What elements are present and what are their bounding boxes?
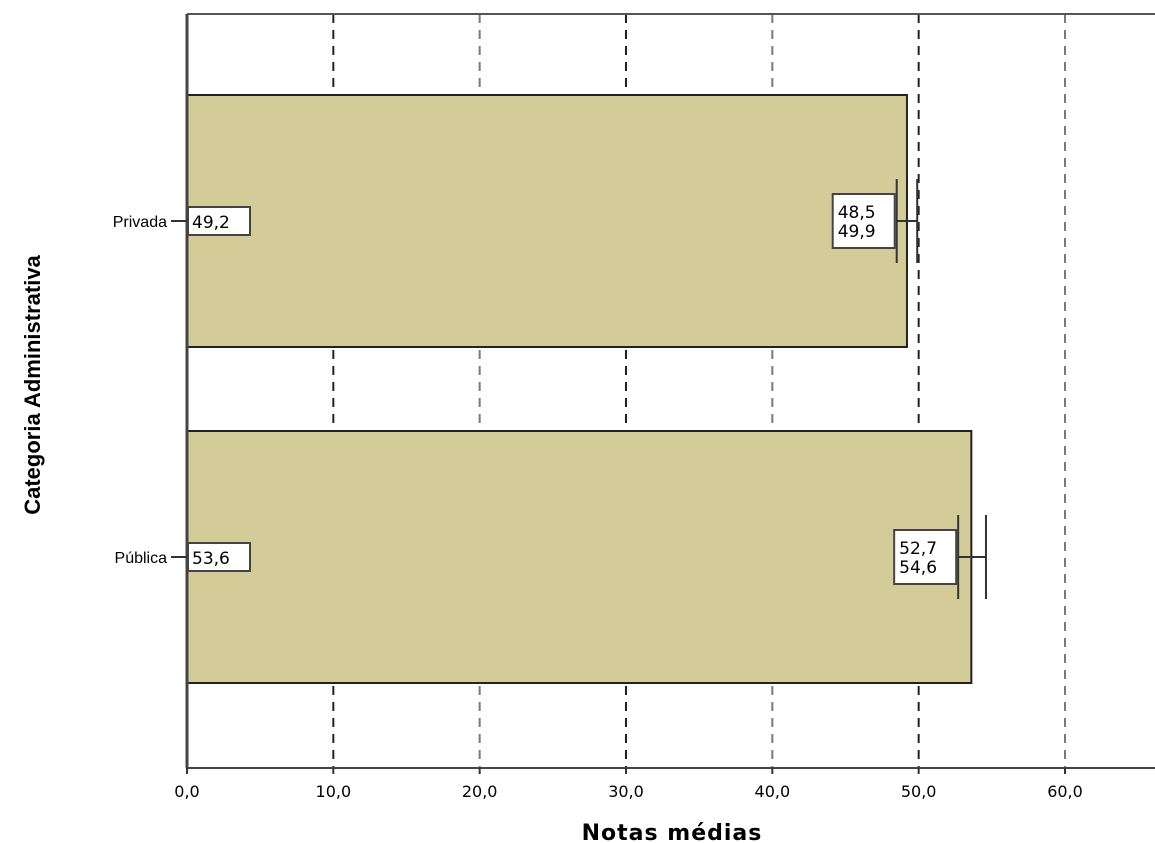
y-axis-title: Categoria Administrativa	[20, 254, 45, 514]
bar	[186, 430, 973, 684]
ci-low-label: 52,7	[899, 539, 937, 559]
x-tick-label: 30,0	[608, 782, 644, 801]
x-tick-label: 10,0	[316, 782, 352, 801]
value-label-box	[187, 542, 251, 572]
y-tick-label: Pública	[115, 550, 168, 567]
value-label: 49,2	[192, 213, 230, 233]
ci-label-box	[831, 193, 896, 249]
value-label: 53,6	[192, 549, 230, 569]
ci-low-label: 48,5	[838, 203, 876, 223]
x-tick-label: 20,0	[462, 782, 498, 801]
bar	[186, 94, 908, 348]
ci-label-box	[893, 529, 958, 585]
x-tick-label: 40,0	[755, 782, 791, 801]
axes	[171, 13, 1155, 774]
x-tick-label: 0,0	[174, 782, 199, 801]
ci-high-label: 49,9	[838, 222, 876, 242]
x-axis-title: Notas médias	[582, 821, 763, 843]
y-tick-label: Privada	[113, 214, 167, 231]
labels: 0,0 10,0 20,0 30,0 40,0 50,0 60,0 Privada 49,2 48…	[113, 193, 1083, 801]
x-tick-label: 60,0	[1047, 782, 1083, 801]
ci-high-label: 54,6	[899, 558, 937, 578]
bars	[186, 94, 987, 684]
value-label-box	[187, 206, 251, 236]
x-tick-label: 50,0	[901, 782, 937, 801]
